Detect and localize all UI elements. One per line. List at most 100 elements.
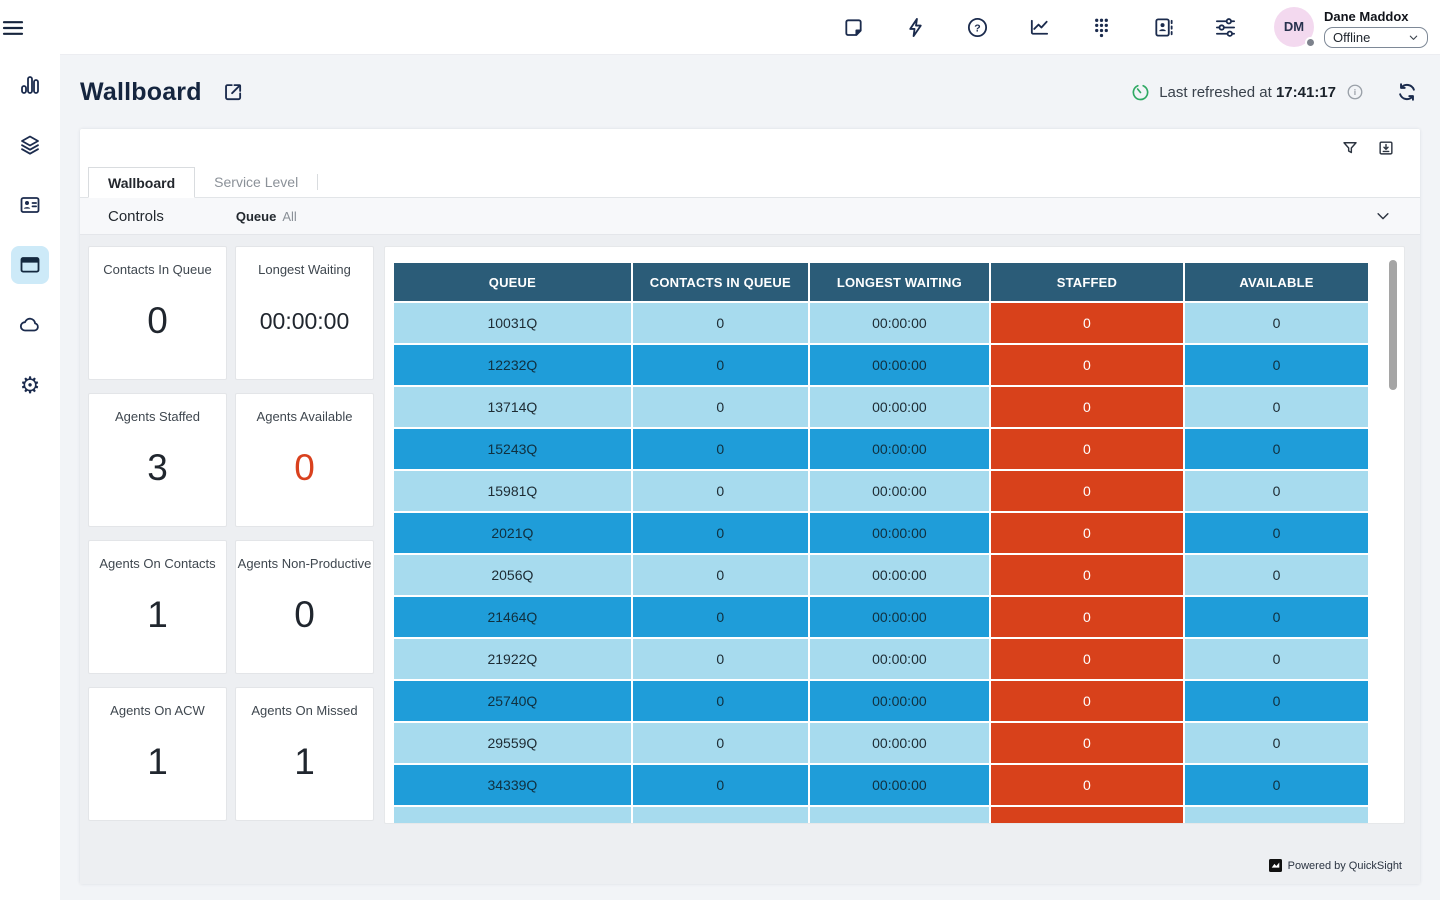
- gear-icon: ⚙: [19, 371, 41, 398]
- kpi-label: Agents Non-Productive: [237, 556, 372, 571]
- kpi-label: Agents On ACW: [110, 703, 205, 718]
- avatar-initials: DM: [1283, 19, 1305, 34]
- table-cell: 00:00:00: [809, 303, 989, 343]
- tab-wallboard[interactable]: Wallboard: [88, 167, 196, 198]
- table-cell: 0: [632, 345, 808, 385]
- table-cell: 34339Q: [394, 765, 631, 805]
- sidebar-item-settings[interactable]: ⚙: [0, 355, 60, 415]
- metrics-button[interactable]: [1026, 14, 1052, 40]
- table-cell: 0: [632, 303, 808, 343]
- notes-button[interactable]: [840, 14, 866, 40]
- table-header-cell: QUEUE: [394, 263, 631, 301]
- table-cell: 0: [1184, 639, 1368, 679]
- table-cell: 0: [990, 639, 1183, 679]
- menu-icon: [1, 16, 25, 40]
- info-icon: i: [1346, 83, 1364, 101]
- table-cell: 00:00:00: [809, 429, 989, 469]
- table-cell: [632, 807, 808, 823]
- layers-icon: [18, 133, 42, 157]
- sidebar-item-contacts[interactable]: [0, 175, 60, 235]
- table-cell: 2021Q: [394, 513, 631, 553]
- open-external-button[interactable]: [220, 79, 246, 105]
- kpi-label: Agents On Missed: [251, 703, 358, 718]
- filter-button[interactable]: [1340, 138, 1360, 158]
- table-cell: 2056Q: [394, 555, 631, 595]
- table-cell: [1184, 807, 1368, 823]
- sidebar-item-wallboard[interactable]: [0, 235, 60, 295]
- controls-collapse-button[interactable]: [1372, 205, 1394, 227]
- table-cell: 00:00:00: [809, 765, 989, 805]
- table-cell: 0: [632, 765, 808, 805]
- table-cell: 0: [990, 471, 1183, 511]
- kpi-value: 3: [147, 447, 168, 488]
- kpi-card: Agents Available 0: [235, 393, 374, 527]
- queue-control-value: All: [282, 208, 297, 224]
- table-cell: 0: [1184, 303, 1368, 343]
- table-cell: 0: [632, 639, 808, 679]
- avatar[interactable]: DM: [1274, 6, 1316, 48]
- status-dot: [1305, 36, 1316, 48]
- table-cell: 00:00:00: [809, 639, 989, 679]
- table-header-cell: CONTACTS IN QUEUE: [632, 263, 808, 301]
- info-button[interactable]: i: [1345, 82, 1365, 102]
- kpi-card: Longest Waiting 00:00:00: [235, 246, 374, 380]
- table-cell: 00:00:00: [809, 723, 989, 763]
- page-title: Wallboard: [80, 77, 202, 106]
- table-cell: 0: [990, 429, 1183, 469]
- kpi-label: Agents On Contacts: [99, 556, 216, 571]
- table-cell: 0: [990, 555, 1183, 595]
- table-cell: 0: [990, 723, 1183, 763]
- table-cell: 00:00:00: [809, 597, 989, 637]
- directory-button[interactable]: [1150, 14, 1176, 40]
- table-cell: 29559Q: [394, 723, 631, 763]
- table-cell: 0: [990, 681, 1183, 721]
- dialpad-button[interactable]: [1088, 14, 1114, 40]
- chevron-down-icon: [1408, 32, 1419, 43]
- kpi-label: Contacts In Queue: [103, 262, 212, 277]
- lightning-icon: [904, 16, 927, 39]
- queue-control[interactable]: Queue All: [236, 209, 297, 224]
- export-icon: [1377, 139, 1395, 157]
- tab-service-level[interactable]: Service Level: [214, 173, 299, 190]
- status-select[interactable]: Offline: [1324, 26, 1428, 48]
- refresh-button[interactable]: [1394, 79, 1420, 105]
- settings-sliders-icon: [1214, 16, 1237, 39]
- controls-bar: Controls Queue All: [80, 198, 1420, 235]
- table-cell: 0: [1184, 597, 1368, 637]
- table-cell: 0: [632, 471, 808, 511]
- table-cell: 0: [632, 555, 808, 595]
- kpi-label: Agents Available: [256, 409, 353, 424]
- table-cell: 0: [990, 597, 1183, 637]
- menu-button[interactable]: [0, 0, 26, 55]
- kpi-card: Agents Staffed 3: [88, 393, 227, 527]
- kpi-card: Agents On Contacts 1: [88, 540, 227, 674]
- table-cell: 0: [1184, 513, 1368, 553]
- help-button[interactable]: ?: [964, 14, 990, 40]
- queue-control-name: Queue: [235, 208, 277, 224]
- export-button[interactable]: [1376, 138, 1396, 158]
- topbar: ?: [60, 0, 1440, 55]
- chevron-down-icon: [1374, 207, 1392, 225]
- table-cell: 0: [632, 513, 808, 553]
- svg-text:?: ?: [974, 22, 980, 34]
- table-header-cell: STAFFED: [990, 263, 1183, 301]
- table-cell: 0: [1184, 471, 1368, 511]
- sidebar-selected-highlight: [11, 246, 49, 284]
- sidebar-item-layers[interactable]: [0, 115, 60, 175]
- quick-connects-button[interactable]: [902, 14, 928, 40]
- table-cell: [809, 807, 989, 823]
- table-cell: 25740Q: [394, 681, 631, 721]
- settings-sliders-button[interactable]: [1212, 14, 1238, 40]
- last-refreshed-text: Last refreshed at 17:41:17: [1159, 83, 1336, 101]
- kpi-card: Agents Non-Productive 0: [235, 540, 374, 674]
- metrics-icon: [1028, 16, 1051, 39]
- table-cell: 0: [990, 303, 1183, 343]
- sidebar-item-metrics[interactable]: [0, 55, 60, 115]
- table-cell: 0: [1184, 765, 1368, 805]
- powered-by: Powered by QuickSight: [1268, 859, 1402, 872]
- table-cell: 00:00:00: [809, 513, 989, 553]
- sidebar-item-cloud[interactable]: [0, 295, 60, 355]
- dialpad-icon: [1090, 16, 1113, 39]
- main-content: Wallboard Last refreshed at: [60, 55, 1440, 900]
- table-scrollbar-thumb[interactable]: [1389, 260, 1397, 390]
